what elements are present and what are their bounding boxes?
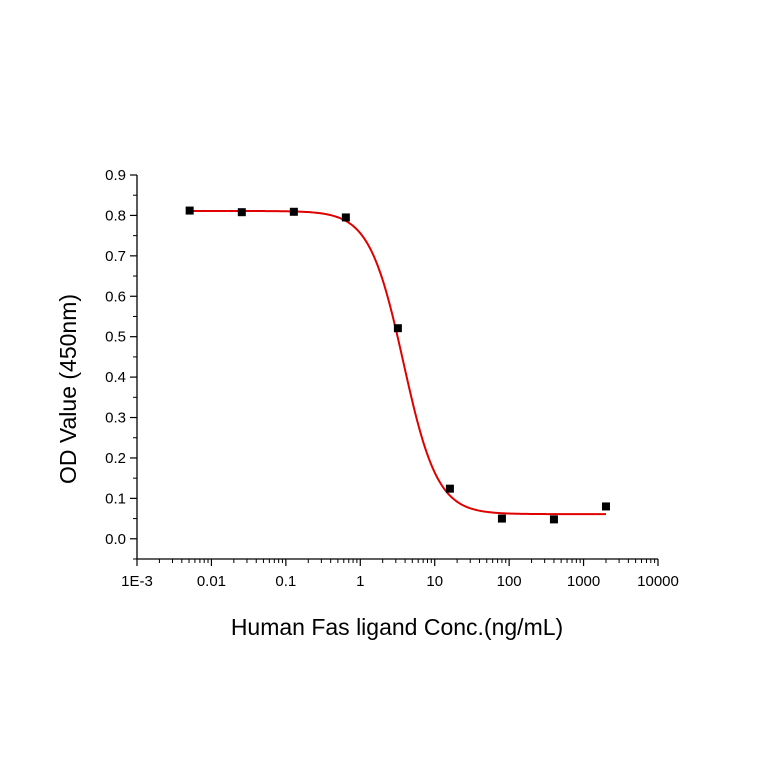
y-tick-label: 0.2 [105, 450, 126, 467]
data-point [445, 484, 454, 493]
x-axis-title: Human Fas ligand Conc.(ng/mL) [231, 614, 563, 640]
x-tick-label: 10000 [637, 573, 679, 590]
y-tick-label: 0.0 [105, 531, 126, 548]
y-axis-title: OD Value (450nm) [55, 294, 81, 484]
x-tick-label: 1 [356, 573, 364, 590]
data-point [601, 502, 610, 511]
y-tick-label: 0.8 [105, 207, 126, 224]
y-tick-label: 0.5 [105, 329, 126, 346]
fit-curve-layer [189, 209, 606, 516]
x-tick-label: 0.1 [275, 573, 296, 590]
data-points-layer [185, 206, 610, 524]
data-point [497, 514, 506, 523]
data-point [393, 324, 402, 333]
data-point [237, 208, 246, 217]
data-point [185, 206, 194, 215]
data-point [549, 515, 558, 524]
x-tick-label: 10 [426, 573, 443, 590]
y-tick-label: 0.3 [105, 410, 126, 427]
fit-curve [189, 209, 606, 516]
y-tick-label: 0.7 [105, 248, 126, 265]
data-point [341, 213, 350, 222]
axes: 1E-3 0.01 0.1 1 10 100 1000 10000 0.0 0.1 0.2 0.3 0.… [105, 167, 679, 590]
y-tick-label: 0.1 [105, 490, 126, 507]
x-tick-label: 100 [497, 573, 522, 590]
y-tick-label: 0.6 [105, 288, 126, 305]
data-point [289, 207, 298, 216]
x-tick-label: 1E-3 [121, 573, 153, 590]
x-tick-label: 1000 [567, 573, 600, 590]
y-tick-label: 0.9 [105, 167, 126, 184]
x-tick-label: 0.01 [197, 573, 226, 590]
y-tick-label: 0.4 [105, 369, 126, 386]
